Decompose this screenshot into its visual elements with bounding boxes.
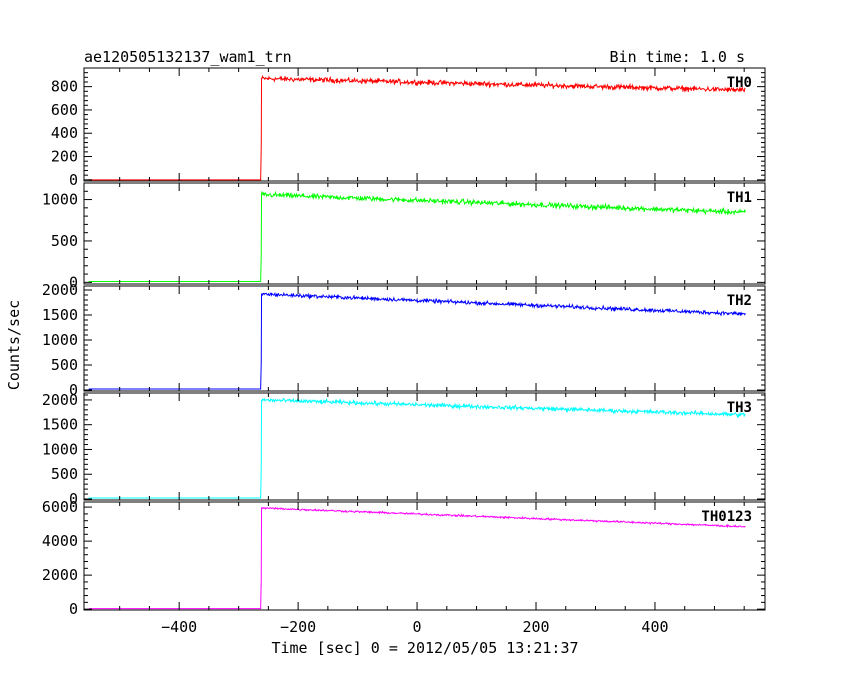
chart-title: ae120505132137_wam1_trn — [84, 48, 292, 66]
panel-frame-th0123 — [83, 501, 766, 611]
x-tick-label: −200 — [280, 618, 316, 636]
panel-frame-th2 — [83, 285, 766, 392]
panel-label-th2: TH2 — [727, 293, 752, 309]
y-tick-label: 2000 — [42, 566, 78, 584]
y-tick-label: 500 — [51, 232, 78, 250]
series-line-th2 — [88, 291, 746, 390]
y-tick-label: 1500 — [42, 416, 78, 434]
y-tick-label: 0 — [69, 273, 78, 291]
series-line-th3 — [88, 397, 746, 499]
x-axis-title: Time [sec] 0 = 2012/05/05 13:21:37 — [271, 639, 578, 657]
y-tick-label: 0 — [69, 171, 78, 189]
y-tick-label: 1000 — [42, 331, 78, 349]
y-tick-label: 4000 — [42, 532, 78, 550]
y-tick-label: 2000 — [42, 281, 78, 299]
y-axis-title: Counts/sec — [5, 300, 23, 390]
panel-label-th3: TH3 — [727, 400, 752, 416]
y-tick-label: 200 — [51, 148, 78, 166]
y-tick-label: 1000 — [42, 191, 78, 209]
x-tick-label: 400 — [641, 618, 668, 636]
panel-label-th0: TH0 — [727, 75, 752, 91]
y-tick-label: 400 — [51, 124, 78, 142]
x-tick-label: 0 — [413, 618, 422, 636]
panel-frame-th1 — [83, 182, 766, 285]
bin-time-label: Bin time: 1.0 s — [610, 48, 745, 66]
y-tick-label: 500 — [51, 465, 78, 483]
panel-frame-th3 — [83, 392, 766, 501]
series-line-th0123 — [88, 506, 746, 610]
panel-label-th0123: TH0123 — [701, 509, 752, 525]
y-tick-label: 500 — [51, 356, 78, 374]
y-tick-label: 0 — [69, 600, 78, 618]
panel-label-th1: TH1 — [727, 190, 752, 206]
panel-frame-th0 — [83, 67, 766, 182]
y-tick-label: 0 — [69, 490, 78, 508]
y-tick-label: 800 — [51, 78, 78, 96]
series-line-th1 — [88, 190, 746, 283]
y-tick-label: 1000 — [42, 440, 78, 458]
y-tick-label: 2000 — [42, 391, 78, 409]
y-tick-label: 6000 — [42, 498, 78, 516]
x-tick-label: 200 — [522, 618, 549, 636]
series-line-th0 — [88, 74, 746, 181]
y-tick-label: 1500 — [42, 306, 78, 324]
y-tick-label: 0 — [69, 381, 78, 399]
y-tick-label: 600 — [51, 101, 78, 119]
panels-group: 0 200 400 600 800 TH0 0 500 1000 TH1 0 500 1000 1500 2… — [42, 67, 766, 636]
x-tick-label: −400 — [161, 618, 197, 636]
